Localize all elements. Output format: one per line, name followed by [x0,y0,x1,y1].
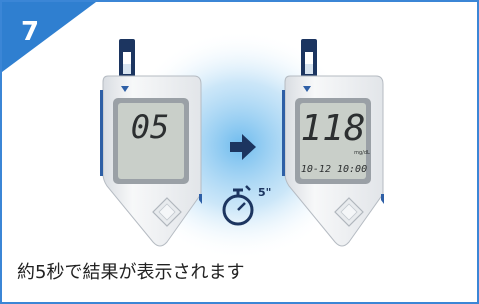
meter-datetime: 10-12 10:00 [301,164,367,175]
step-card: 7 05 118 mg/dL 10-12 10:00 5" 約5秒で結果が表示さ… [0,0,479,304]
meter-display: 05 [131,108,170,146]
timer-label: 5" [258,186,271,199]
caption: 約5秒で結果が表示されます [17,262,244,283]
step-number: 7 [21,17,39,47]
meter-display: 118 [300,108,365,149]
meter-unit: mg/dL [354,150,370,156]
